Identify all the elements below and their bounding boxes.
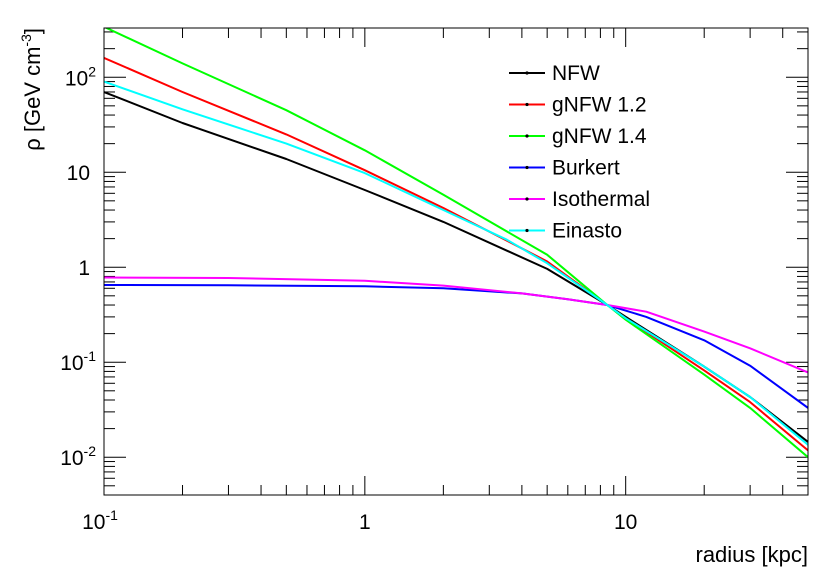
y-tick-label-base: 10 [60, 447, 83, 470]
y-tick-label: 10-1 [60, 348, 96, 375]
y-tick-label-exponent: -1 [84, 348, 97, 364]
x-tick-label: 1 [359, 511, 371, 534]
legend-label-burkert: Burkert [552, 157, 620, 180]
y-tick-label-base: 1 [78, 257, 90, 280]
legend-marker-nfw [525, 71, 529, 75]
legend-marker-einasto [525, 228, 529, 233]
series-line-gnfw-1-2 [104, 56, 808, 452]
series-line-isothermal [104, 276, 808, 374]
legend-marker-gnfw-1-2 [525, 102, 529, 107]
series-line-einasto [104, 80, 808, 446]
x-tick-label: 10-1 [82, 507, 118, 534]
y-tick-label: 1 [78, 257, 90, 280]
y-tick-label-base: 10 [60, 352, 83, 375]
x-tick-label: 10 [614, 511, 637, 534]
series-line-gnfw-1-4 [104, 28, 808, 458]
plot-frame [103, 27, 809, 496]
y-axis-label-end: ] [20, 28, 45, 34]
y-tick-label: 10 [67, 162, 90, 185]
legend-marker-isothermal [525, 197, 529, 201]
legend-marker-burkert [525, 165, 529, 170]
legend-label-einasto: Einasto [552, 220, 622, 243]
axis-ticks [103, 28, 809, 496]
y-axis-label-exponent: -3 [18, 34, 34, 47]
x-axis-label: radius [kpc] [696, 542, 809, 567]
plot-series [104, 28, 808, 458]
legend-label-gnfw-1-2: gNFW 1.2 [552, 94, 647, 117]
y-tick-label: 10-2 [60, 443, 96, 470]
x-tick-label-base: 10 [82, 511, 105, 534]
series-line-nfw [104, 91, 808, 443]
legend-marker-gnfw-1-4 [525, 134, 529, 138]
y-tick-label-base: 10 [67, 162, 90, 185]
y-tick-label-exponent: 2 [88, 63, 96, 79]
x-tick-label-base: 10 [614, 511, 637, 534]
x-tick-label-exponent: -1 [105, 507, 118, 523]
legend: NFW gNFW 1.2 gNFW 1.4 Burkert Isothermal Eina… [509, 62, 650, 243]
series-line-burkert [104, 284, 808, 409]
legend-label-gnfw-1-4: gNFW 1.4 [552, 125, 647, 148]
x-tick-label-base: 1 [359, 511, 371, 534]
legend-label-isothermal: Isothermal [552, 188, 650, 211]
y-tick-label-base: 10 [65, 67, 88, 90]
legend-label-nfw: NFW [552, 62, 600, 85]
series-lines [104, 28, 808, 458]
y-tick-label-exponent: -2 [84, 443, 97, 459]
x-tick-labels: 10-1 1 10 [82, 507, 637, 534]
y-axis-label: ρ [GeV cm-3] [18, 28, 45, 151]
y-axis-label-base: ρ [GeV cm [20, 47, 45, 151]
y-tick-label: 102 [65, 63, 96, 90]
